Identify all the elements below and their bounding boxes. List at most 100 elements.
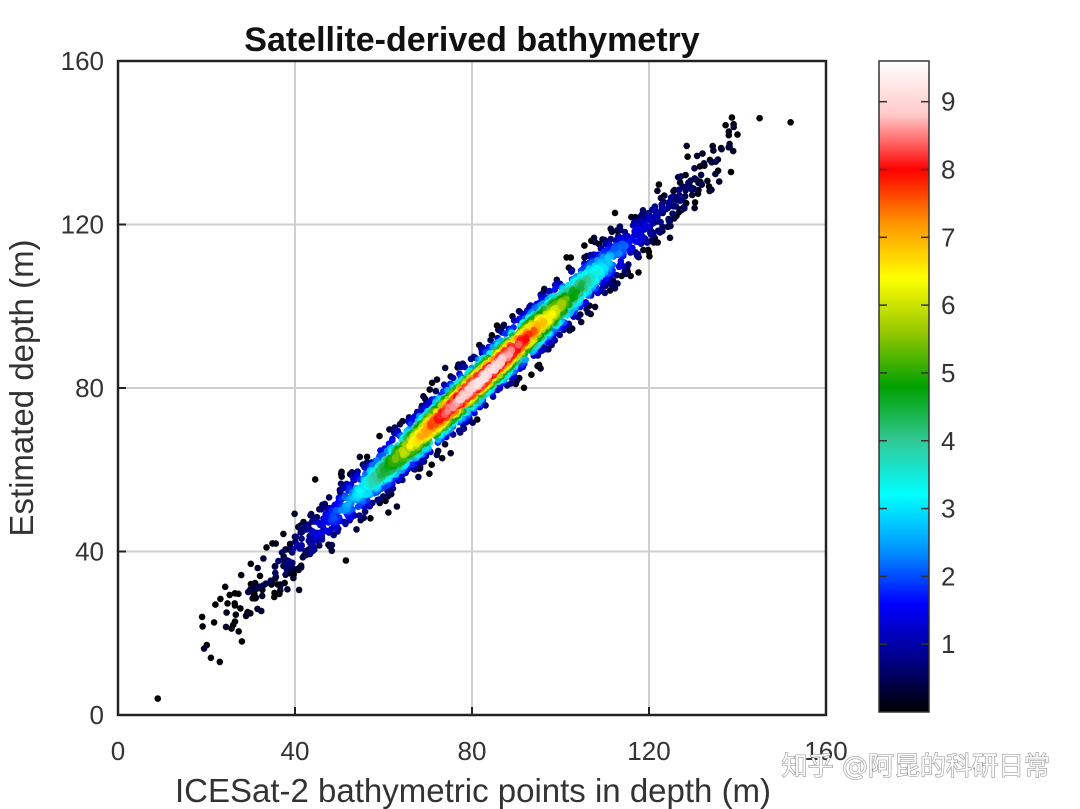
scatter-point (275, 557, 282, 565)
scatter-point (722, 121, 729, 129)
y-tick-label: 80 (75, 373, 104, 403)
scatter-point (700, 160, 708, 167)
scatter-point (438, 454, 446, 462)
scatter-point (363, 453, 371, 461)
scatter-point (237, 571, 245, 579)
y-tick-label: 120 (61, 210, 104, 240)
scatter-point (590, 234, 598, 242)
scatter-point (284, 586, 291, 593)
scatter-point (385, 509, 392, 516)
scatter-point (309, 544, 317, 551)
x-tick-label: 0 (111, 736, 125, 766)
scatter-point (433, 376, 441, 383)
x-axis-ticks: 0 40 80 120 160 (111, 707, 848, 766)
watermark: 知乎 @阿昆的科研日常 (782, 752, 1050, 782)
scatter-point (708, 159, 715, 166)
colorbar (878, 60, 930, 713)
scatter-point (303, 522, 310, 529)
colorbar-tick-label: 6 (941, 290, 955, 320)
scatter-point (654, 227, 662, 234)
scatter-point (232, 611, 240, 618)
scatter-point (666, 222, 674, 230)
scatter-point (568, 268, 575, 275)
scatter-point (409, 436, 417, 443)
scatter-point (676, 197, 684, 205)
y-tick-label: 40 (75, 537, 104, 567)
scatter-point (328, 547, 336, 555)
scatter-point (307, 512, 314, 519)
scatter-point (263, 544, 270, 551)
scatter-point (428, 379, 436, 387)
scatter-point (418, 457, 426, 464)
scatter-point (655, 181, 663, 188)
colorbar-tick-label: 1 (941, 629, 955, 659)
scatter-point (639, 207, 647, 214)
scatter-point (212, 601, 219, 608)
scatter-point (199, 623, 206, 630)
colorbar-tick-label: 9 (941, 87, 955, 117)
scatter-point (247, 560, 255, 568)
scatter-point (235, 628, 242, 635)
colorbar-tick-label: 4 (941, 426, 955, 456)
scatter-point (231, 590, 239, 597)
scatter-point (688, 191, 696, 199)
scatter-point (396, 421, 404, 428)
scatter-point (356, 512, 363, 519)
x-tick-label: 120 (627, 736, 670, 766)
scatter-point (695, 186, 702, 194)
scatter-point (408, 461, 416, 468)
scatter-point (644, 223, 651, 230)
scatter-point (646, 252, 653, 260)
scatter-point (272, 569, 279, 577)
x-tick-label: 80 (458, 736, 487, 766)
scatter-point (384, 492, 392, 500)
scatter-point (295, 565, 302, 572)
scatter-point (295, 543, 302, 550)
scatter-point (441, 364, 449, 372)
scatter-point (416, 432, 424, 440)
scatter-point (354, 503, 362, 511)
scatter-point (455, 427, 463, 435)
scatter-point (665, 217, 673, 225)
scatter-point (400, 449, 407, 456)
scatter-point (482, 402, 489, 409)
scatter-point (617, 234, 624, 242)
scatter-point (334, 528, 341, 535)
scatter-point (530, 326, 538, 334)
scatter-point (691, 175, 698, 182)
scatter-point (489, 365, 497, 373)
x-tick-label: 40 (281, 736, 310, 766)
scatter-point (577, 285, 585, 292)
scatter-point (566, 327, 573, 334)
scatter-point (222, 623, 230, 631)
scatter-point (243, 611, 251, 618)
scatter-points (154, 114, 794, 702)
scatter-point (285, 558, 293, 565)
scatter-point (316, 521, 324, 529)
scatter-point (260, 555, 267, 562)
scatter-point (698, 181, 706, 188)
scatter-point (515, 341, 522, 349)
scatter-point (280, 530, 287, 538)
scatter-point (715, 178, 723, 185)
y-axis-label: Estimated depth (m) (3, 239, 40, 536)
scatter-point (487, 336, 494, 344)
scatter-point (666, 234, 674, 242)
scatter-point (392, 454, 399, 462)
scatter-point (356, 453, 364, 461)
scatter-point (727, 168, 735, 176)
scatter-point (292, 533, 300, 541)
scatter-point (361, 508, 369, 515)
scatter-point (568, 295, 576, 302)
scatter-point (680, 203, 688, 211)
scatter-point (661, 192, 668, 199)
scatter-point (621, 268, 629, 275)
scatter-point (584, 309, 592, 316)
scatter-point (283, 565, 291, 572)
scatter-point (318, 536, 326, 543)
scatter-point (447, 449, 455, 457)
scatter-point (428, 461, 436, 469)
scatter-point (256, 572, 264, 580)
scatter-point (295, 586, 303, 594)
x-tick-label: 160 (804, 736, 847, 766)
